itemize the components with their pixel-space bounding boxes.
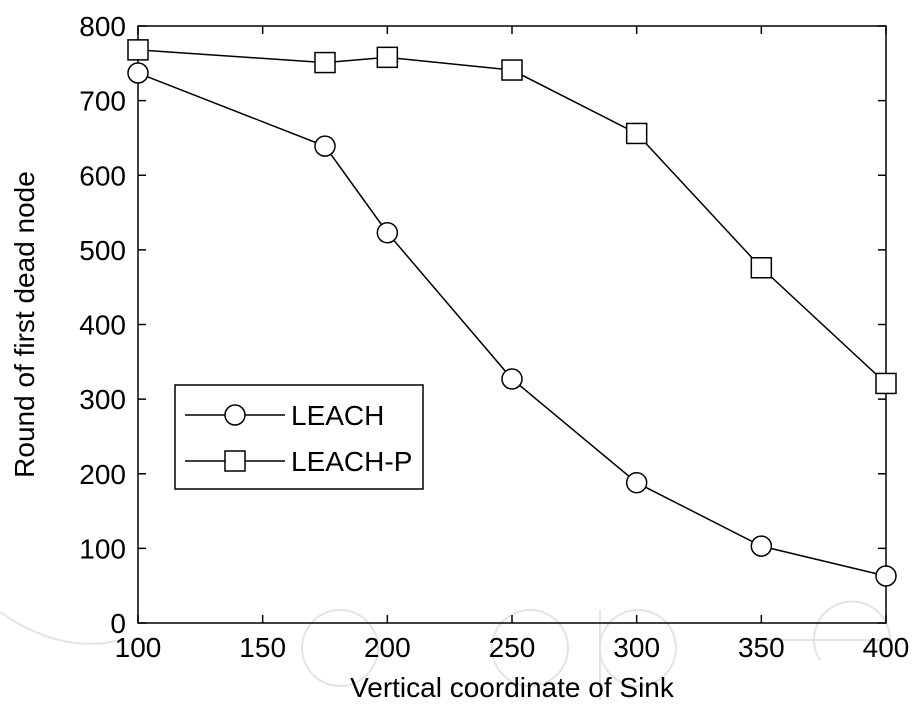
data-point-leach-p bbox=[625, 122, 648, 145]
legend: LEACH LEACH-P bbox=[174, 384, 424, 490]
y-tick-label: 100 bbox=[79, 533, 126, 564]
data-point-leach bbox=[314, 135, 336, 157]
x-tick-label: 350 bbox=[738, 632, 785, 663]
x-tick-label: 150 bbox=[239, 632, 286, 663]
watermark bbox=[0, 600, 892, 700]
axis-ticks: 100 150 200 250 300 350 4000100200300400500600… bbox=[79, 11, 909, 663]
legend-label-leach-p: LEACH-P bbox=[291, 446, 412, 477]
y-axis-title: Round of first dead node bbox=[9, 171, 40, 478]
series-markers bbox=[127, 39, 897, 587]
y-tick-label: 700 bbox=[79, 86, 126, 117]
data-point-leach bbox=[127, 62, 149, 84]
y-tick-label: 500 bbox=[79, 235, 126, 266]
series-line-leach bbox=[137, 72, 887, 577]
legend-label-leach: LEACH bbox=[291, 400, 384, 431]
data-point-leach-p bbox=[875, 372, 897, 395]
legend-marker-leach bbox=[224, 404, 246, 426]
y-tick-label: 200 bbox=[79, 459, 126, 490]
data-point-leach bbox=[875, 565, 897, 587]
y-tick-label: 600 bbox=[79, 160, 126, 191]
series-line-leach-p bbox=[137, 49, 887, 385]
data-point-leach bbox=[501, 368, 523, 390]
x-tick-label: 250 bbox=[489, 632, 536, 663]
x-tick-label: 200 bbox=[364, 632, 411, 663]
legend-marker-leach-p bbox=[224, 450, 246, 472]
x-tick-label: 100 bbox=[115, 632, 162, 663]
x-axis-title: Vertical coordinate of Sink bbox=[350, 672, 675, 703]
legend-box bbox=[174, 384, 424, 490]
data-point-leach-p bbox=[314, 51, 336, 74]
x-tick-label: 400 bbox=[863, 632, 910, 663]
y-tick-label: 400 bbox=[79, 310, 126, 341]
y-tick-label: 0 bbox=[110, 608, 126, 639]
data-point-leach bbox=[750, 535, 773, 557]
data-point-leach-p bbox=[376, 46, 399, 69]
data-point-leach-p bbox=[127, 39, 149, 61]
data-point-leach-p bbox=[501, 59, 523, 81]
data-point-leach bbox=[625, 471, 648, 494]
data-point-leach bbox=[376, 221, 399, 244]
series-lines bbox=[137, 49, 887, 577]
plot-area-frame bbox=[137, 25, 887, 624]
y-tick-label: 300 bbox=[79, 384, 126, 415]
y-tick-label: 800 bbox=[79, 11, 126, 42]
x-tick-label: 300 bbox=[613, 632, 660, 663]
data-point-leach-p bbox=[750, 257, 773, 279]
